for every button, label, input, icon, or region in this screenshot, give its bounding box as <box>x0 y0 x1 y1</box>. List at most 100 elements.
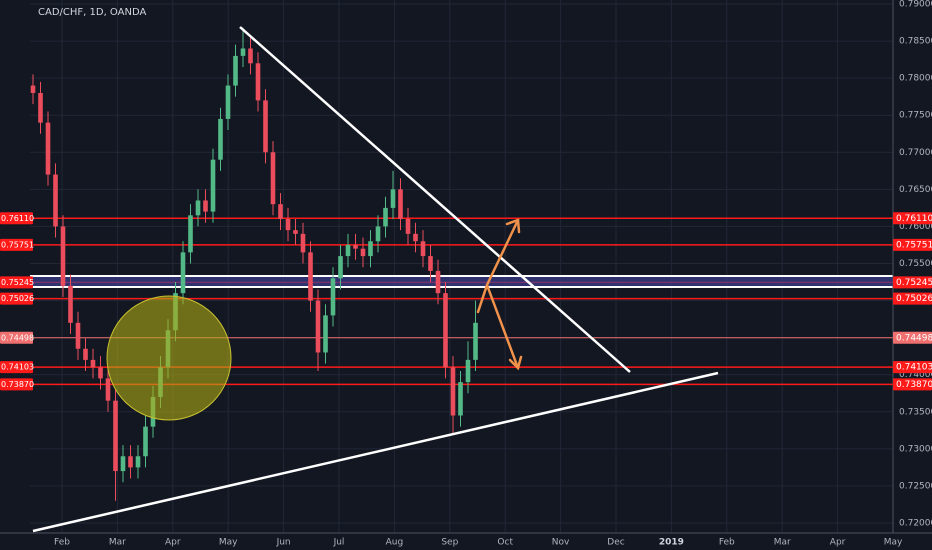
x-tick-label: Feb <box>54 538 70 548</box>
candle-body <box>225 85 231 119</box>
x-tick-label: May <box>884 538 903 548</box>
grid <box>30 0 894 533</box>
level-tag <box>0 276 33 289</box>
level-label: 0.75245 <box>1 278 34 287</box>
candle-body <box>128 456 133 468</box>
candle-body <box>195 200 201 216</box>
candle-body <box>203 200 208 212</box>
level-label: 0.74103 <box>1 363 34 372</box>
candle-body <box>218 118 223 160</box>
level-label: 0.75751 <box>1 240 34 249</box>
candle-body <box>293 230 298 234</box>
candle-body <box>375 226 381 242</box>
y-tick-label: 0.79000 <box>899 0 932 10</box>
candle-body <box>60 226 66 286</box>
x-tick-label: Jul <box>333 538 345 548</box>
candle-body <box>105 378 111 401</box>
candle-body <box>420 241 426 257</box>
arrow-head <box>505 218 521 234</box>
candle-body <box>98 367 103 379</box>
candle-body <box>443 293 448 368</box>
candle-body <box>210 159 216 212</box>
candle-body <box>248 48 253 64</box>
candle-body <box>300 233 306 253</box>
level-tag <box>893 276 932 289</box>
level-label: 0.75245 <box>896 278 932 288</box>
x-tick-label: 2019 <box>659 538 684 548</box>
level-tag <box>893 378 932 391</box>
candle-body <box>135 456 141 468</box>
candle-body <box>428 256 433 271</box>
level-label: 0.76110 <box>896 214 932 224</box>
candle-body <box>345 244 351 257</box>
x-tick-label: Mar <box>774 538 791 548</box>
level-tag <box>0 292 33 305</box>
candle-body <box>368 241 373 257</box>
chart-title: CAD/CHF, 1D, OANDA <box>38 7 146 18</box>
candle-body <box>240 48 246 56</box>
candle-body <box>120 456 126 472</box>
arrow-head <box>508 355 523 371</box>
candle-body <box>263 100 268 153</box>
candle-body <box>75 322 81 349</box>
candle-body <box>83 348 88 360</box>
level-label: 0.73870 <box>896 380 932 390</box>
candle-body <box>68 285 73 323</box>
level-tag <box>893 238 932 251</box>
x-tick-label: Jun <box>276 538 291 548</box>
x-tick-label: Mar <box>109 538 126 548</box>
candle-body <box>285 219 291 231</box>
level-label: 0.75751 <box>896 240 932 250</box>
candle-body <box>458 382 463 416</box>
x-tick-label: May <box>219 538 238 548</box>
candle-body <box>360 248 366 257</box>
candle-body <box>315 300 321 353</box>
x-tick-label: Sep <box>441 538 458 548</box>
level-label: 0.74498 <box>1 333 34 342</box>
candle-body <box>435 270 441 294</box>
level-tag <box>893 331 932 344</box>
highlight-circle <box>106 295 232 421</box>
level-tag <box>0 212 33 225</box>
x-tick-label: Apr <box>165 538 181 548</box>
x-tick-label: Aug <box>386 538 404 548</box>
level-tag <box>0 361 33 374</box>
candle-body <box>255 63 261 101</box>
level-label: 0.76110 <box>1 214 34 223</box>
candle-body <box>53 174 58 227</box>
candle-body <box>330 278 336 316</box>
projection-arrows <box>476 218 523 371</box>
candle-body <box>38 92 43 123</box>
candle-body <box>390 189 396 208</box>
candle-body <box>278 204 283 220</box>
level-label: 0.73870 <box>1 380 34 389</box>
level-tag <box>0 238 33 251</box>
candle-body <box>45 122 51 175</box>
x-tick-label: Feb <box>719 538 735 548</box>
candle-body <box>30 85 36 93</box>
arrow-down <box>485 283 520 370</box>
candle-body <box>338 256 343 279</box>
candle-body <box>353 244 358 249</box>
candle-body <box>308 252 313 301</box>
zone-band <box>30 276 893 287</box>
level-label: 0.74103 <box>896 363 932 373</box>
candle-body <box>413 233 418 242</box>
candle-body <box>233 55 238 86</box>
candle-body <box>270 152 276 205</box>
candle-body <box>113 400 118 472</box>
x-tick-label: Oct <box>497 538 513 548</box>
trendline <box>239 26 631 373</box>
